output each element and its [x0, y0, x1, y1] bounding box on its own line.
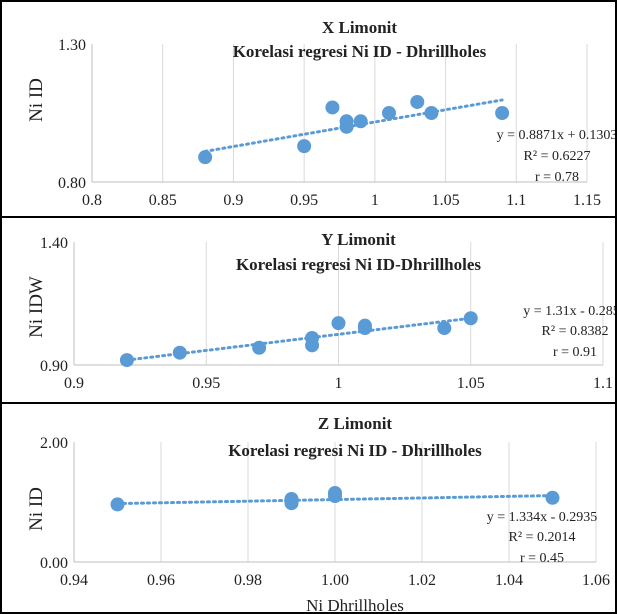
data-point	[325, 100, 340, 115]
x-tick-label: 1.00	[321, 572, 349, 589]
data-point	[119, 353, 134, 368]
data-point	[357, 318, 372, 333]
y-tick-label: 0.90	[40, 358, 68, 375]
chart-panel-z-limonit: 0.94 0.96 0.98 1.00 1.02 1.04 1.06 2.00 0.00 Z Li…	[0, 402, 617, 614]
data-point	[110, 497, 125, 512]
regression-equation: y = 1.31x - 0.2853	[523, 304, 617, 319]
r-squared-label: R² = 0.8382	[542, 324, 609, 339]
data-point	[339, 119, 354, 134]
data-point	[328, 489, 342, 503]
data-point	[463, 311, 478, 326]
data-point	[198, 150, 213, 165]
y-tick-label: 0.80	[58, 175, 86, 192]
x-tick-label: 1.05	[457, 375, 485, 392]
x-tick-label: 1	[335, 375, 343, 392]
r-squared-label: R² = 0.2014	[509, 530, 576, 545]
chart-subtitle: Korelasi regresi Ni ID - Dhrillholes	[228, 441, 482, 460]
chart-title: Y Limonit	[321, 230, 396, 249]
data-point	[424, 106, 439, 120]
chart-subtitle: Korelasi regresi Ni ID-Dhrillholes	[236, 255, 481, 274]
chart-title: X Limonit	[322, 18, 397, 37]
x-tick-label: 0.85	[149, 192, 177, 209]
data-point	[172, 345, 187, 360]
correlation-label: r = 0.45	[520, 551, 564, 566]
x-tick-label: 0.94	[60, 572, 88, 589]
x-tick-label: 1	[371, 192, 379, 209]
r-squared-label: R² = 0.6227	[524, 149, 591, 164]
x-axis-label: Ni Dhrillholes	[306, 596, 404, 614]
y-tick-label: 1.30	[58, 37, 86, 54]
y-axis-label: Ni ID	[26, 487, 47, 531]
x-tick-label: 0.8	[82, 192, 102, 209]
chart-z-limonit-svg: 0.94 0.96 0.98 1.00 1.02 1.04 1.06 2.00 0.00 Z Li…	[26, 414, 610, 614]
data-point	[331, 316, 346, 331]
data-point	[545, 490, 560, 505]
data-point	[297, 139, 312, 154]
chart-panel-x-limonit: 0.8 0.85 0.9 0.95 1 1.05 1.1 1.15 1.30 0.80 X Limo…	[0, 0, 617, 218]
x-tick-label: 1.1	[506, 192, 526, 209]
data-point	[410, 94, 425, 109]
x-tick-label: 1.1	[593, 375, 613, 392]
data-point	[382, 106, 396, 120]
data-point	[284, 496, 299, 511]
x-tick-label: 0.95	[192, 375, 220, 392]
trendline	[125, 316, 473, 362]
x-tick-label: 1.06	[582, 572, 610, 589]
chart-y-limonit-svg: 0.9 0.95 1 1.05 1.1 1.40 0.90 Y Limonit Korelasi…	[26, 230, 617, 392]
x-tick-label: 1.05	[432, 192, 460, 209]
x-tick-label: 1.04	[495, 572, 523, 589]
x-tick-label: 0.98	[234, 572, 262, 589]
data-point	[305, 338, 320, 353]
data-point	[252, 340, 267, 355]
x-tick-label: 0.95	[290, 192, 318, 209]
chart-panel-y-limonit: 0.9 0.95 1 1.05 1.1 1.40 0.90 Y Limonit Korelasi…	[0, 216, 617, 404]
chart-subtitle: Korelasi regresi Ni ID - Dhrillholes	[233, 42, 487, 61]
data-point	[353, 114, 368, 129]
y-tick-label: 2.00	[40, 435, 68, 452]
correlation-label: r = 0.91	[553, 345, 597, 360]
x-tick-label: 0.9	[64, 375, 84, 392]
x-tick-label: 0.9	[223, 192, 243, 209]
y-tick-label: 0.00	[40, 555, 68, 572]
x-tick-label: 1.02	[408, 572, 436, 589]
trendline	[203, 98, 504, 153]
chart-title: Z Limonit	[318, 414, 392, 433]
data-point	[437, 321, 452, 336]
data-point	[495, 106, 510, 120]
y-tick-label: 1.40	[40, 235, 68, 252]
correlation-label: r = 0.78	[535, 170, 579, 185]
y-axis-label: Ni IDW	[26, 276, 47, 338]
regression-equation: y = 1.334x - 0.2935	[487, 510, 598, 525]
y-axis-label: Ni ID	[26, 78, 47, 122]
chart-x-limonit-svg: 0.8 0.85 0.9 0.95 1 1.05 1.1 1.15 1.30 0.80 X Limo…	[26, 18, 617, 209]
x-tick-label: 0.96	[147, 572, 175, 589]
regression-equation: y = 0.8871x + 0.1303	[497, 128, 617, 143]
x-tick-label: 1.15	[573, 192, 601, 209]
